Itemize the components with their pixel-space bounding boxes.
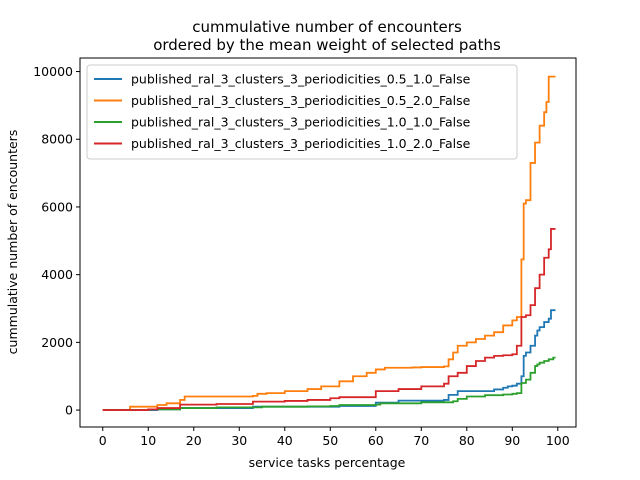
y-tick-label: 2000	[41, 335, 73, 350]
legend-entry-4: published_ral_3_clusters_3_periodicities…	[131, 136, 471, 151]
y-axis: 0 2000 4000 6000 8000 10000	[33, 64, 80, 418]
x-tick-label: 20	[186, 433, 202, 448]
x-tick-label: 100	[546, 433, 570, 448]
x-tick-label: 90	[504, 433, 520, 448]
chart-title-line-1: cummulative number of encounters	[192, 18, 462, 36]
legend-entry-3: published_ral_3_clusters_3_periodicities…	[131, 115, 471, 130]
x-tick-label: 50	[322, 433, 338, 448]
y-tick-label: 8000	[41, 132, 73, 147]
legend: published_ral_3_clusters_3_periodicities…	[86, 64, 518, 160]
plot-frame	[79, 57, 577, 428]
x-axis-label: service tasks percentage	[249, 455, 406, 470]
series-line-2	[102, 75, 556, 411]
y-tick-label: 10000	[33, 64, 73, 79]
y-tick-label: 0	[65, 403, 73, 418]
series-line-3	[102, 356, 556, 411]
chart-title-line-2: ordered by the mean weight of selected p…	[153, 36, 501, 54]
legend-entry-2: published_ral_3_clusters_3_periodicities…	[131, 93, 471, 108]
x-tick-label: 10	[140, 433, 156, 448]
legend-entry-1: published_ral_3_clusters_3_periodicities…	[131, 72, 471, 87]
plot-area	[102, 75, 556, 411]
y-tick-label: 4000	[41, 267, 73, 282]
x-tick-label: 40	[277, 433, 293, 448]
y-tick-label: 6000	[41, 199, 73, 214]
legend-box	[86, 64, 518, 160]
x-axis: 0 10 20 30 40 50 60 70 80 90 100	[99, 427, 570, 448]
x-tick-label: 30	[231, 433, 247, 448]
series-line-4	[102, 228, 556, 411]
x-tick-label: 60	[368, 433, 384, 448]
x-tick-label: 80	[459, 433, 475, 448]
x-tick-label: 70	[413, 433, 429, 448]
x-tick-label: 0	[99, 433, 107, 448]
y-axis-label: cummulative number of encounters	[5, 130, 20, 355]
